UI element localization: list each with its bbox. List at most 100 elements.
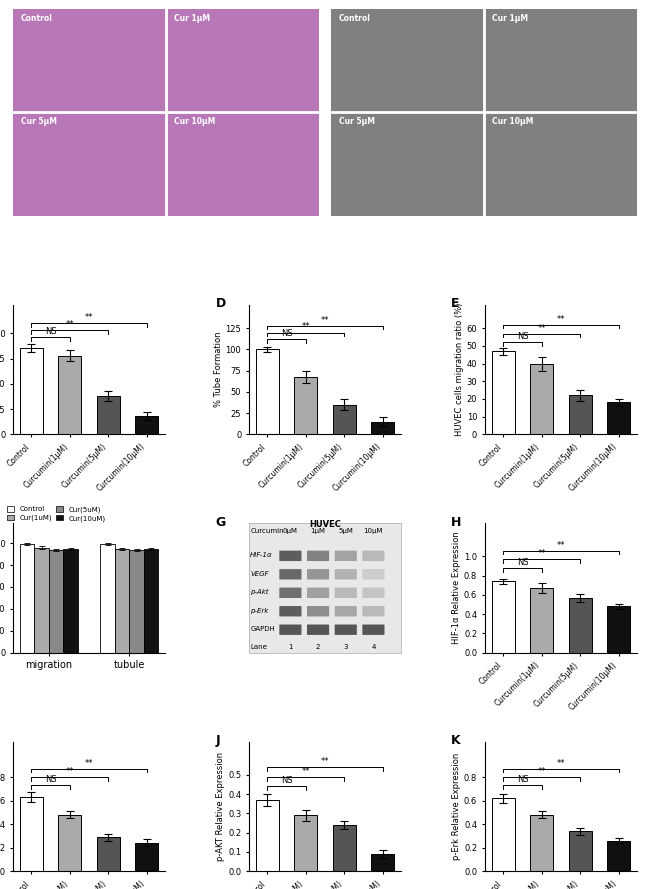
Text: **: ** bbox=[66, 767, 74, 776]
Text: K: K bbox=[451, 734, 461, 747]
Text: Control: Control bbox=[339, 14, 370, 23]
Text: p-Akt: p-Akt bbox=[250, 589, 269, 596]
FancyBboxPatch shape bbox=[335, 569, 357, 580]
Text: Lane: Lane bbox=[250, 644, 267, 650]
Bar bbox=[607, 841, 630, 871]
Text: 1μM: 1μM bbox=[311, 528, 326, 534]
Bar bbox=[97, 396, 120, 434]
Bar bbox=[97, 837, 120, 871]
Bar bbox=[63, 549, 78, 653]
FancyBboxPatch shape bbox=[335, 606, 357, 616]
Text: **: ** bbox=[556, 758, 565, 768]
Text: NS: NS bbox=[281, 776, 292, 785]
Bar bbox=[530, 814, 553, 871]
FancyBboxPatch shape bbox=[307, 588, 329, 598]
Text: **: ** bbox=[556, 315, 565, 324]
Text: G: G bbox=[215, 516, 226, 529]
FancyBboxPatch shape bbox=[362, 569, 385, 580]
Bar bbox=[333, 825, 356, 871]
Bar bbox=[491, 798, 515, 871]
Text: NS: NS bbox=[517, 558, 528, 567]
Bar bbox=[491, 581, 515, 653]
Text: Cur 5μM: Cur 5μM bbox=[339, 117, 375, 126]
FancyBboxPatch shape bbox=[335, 624, 357, 635]
Bar bbox=[530, 589, 553, 653]
Y-axis label: p-AKT Relative Expression: p-AKT Relative Expression bbox=[216, 752, 226, 861]
Bar bbox=[569, 396, 592, 434]
Bar bbox=[135, 416, 159, 434]
Text: 0μM: 0μM bbox=[283, 528, 298, 534]
Bar bbox=[607, 606, 630, 653]
Bar bbox=[100, 544, 115, 653]
FancyBboxPatch shape bbox=[335, 550, 357, 561]
Text: D: D bbox=[215, 297, 226, 310]
Text: Cur 1μM: Cur 1μM bbox=[491, 14, 528, 23]
Bar bbox=[491, 351, 515, 434]
Bar bbox=[34, 548, 49, 653]
FancyBboxPatch shape bbox=[280, 550, 302, 561]
Text: **: ** bbox=[66, 320, 74, 329]
Bar bbox=[294, 377, 317, 434]
Bar bbox=[371, 421, 394, 434]
Text: **: ** bbox=[85, 758, 94, 768]
Text: 10μM: 10μM bbox=[364, 528, 384, 534]
Bar bbox=[607, 403, 630, 434]
Y-axis label: HUVEC cells migration ratio (%): HUVEC cells migration ratio (%) bbox=[455, 303, 463, 436]
Bar bbox=[58, 814, 81, 871]
Bar bbox=[333, 404, 356, 434]
FancyBboxPatch shape bbox=[362, 624, 385, 635]
Bar bbox=[569, 831, 592, 871]
Text: NS: NS bbox=[517, 332, 528, 341]
Bar bbox=[256, 349, 279, 434]
Text: p-Erk: p-Erk bbox=[250, 608, 268, 613]
FancyBboxPatch shape bbox=[307, 624, 329, 635]
FancyBboxPatch shape bbox=[280, 606, 302, 616]
Text: **: ** bbox=[302, 323, 310, 332]
Bar bbox=[49, 549, 63, 653]
Text: 3: 3 bbox=[343, 644, 348, 650]
Bar bbox=[115, 549, 129, 653]
Bar bbox=[20, 348, 43, 434]
Bar bbox=[20, 797, 43, 871]
Legend: Control, Cur(1uM), Cur(5uM), Cur(10uM): Control, Cur(1uM), Cur(5uM), Cur(10uM) bbox=[5, 504, 108, 525]
Bar bbox=[129, 549, 144, 653]
Text: **: ** bbox=[538, 767, 546, 776]
Bar bbox=[569, 597, 592, 653]
Text: NS: NS bbox=[517, 775, 528, 784]
Text: **: ** bbox=[556, 541, 565, 549]
Text: **: ** bbox=[538, 549, 546, 558]
Text: **: ** bbox=[538, 324, 546, 332]
Bar bbox=[256, 800, 279, 871]
Text: Cur 10μM: Cur 10μM bbox=[491, 117, 533, 126]
Text: E: E bbox=[451, 297, 460, 310]
Text: Cur 10μM: Cur 10μM bbox=[174, 117, 215, 126]
Text: **: ** bbox=[85, 313, 94, 322]
Text: 1: 1 bbox=[288, 644, 292, 650]
Bar bbox=[530, 364, 553, 434]
Text: **: ** bbox=[320, 316, 330, 324]
Bar bbox=[58, 356, 81, 434]
FancyBboxPatch shape bbox=[362, 550, 385, 561]
Text: NS: NS bbox=[281, 329, 292, 338]
Text: Control: Control bbox=[21, 14, 53, 23]
Y-axis label: % Tube Formation: % Tube Formation bbox=[214, 332, 223, 407]
Text: NS: NS bbox=[45, 775, 57, 784]
Text: 2: 2 bbox=[316, 644, 320, 650]
FancyBboxPatch shape bbox=[362, 606, 385, 616]
FancyBboxPatch shape bbox=[280, 588, 302, 598]
FancyBboxPatch shape bbox=[307, 606, 329, 616]
FancyBboxPatch shape bbox=[307, 550, 329, 561]
Text: 4: 4 bbox=[371, 644, 376, 650]
Text: 5μM: 5μM bbox=[338, 528, 353, 534]
Text: Curcumin: Curcumin bbox=[250, 528, 284, 534]
FancyBboxPatch shape bbox=[362, 588, 385, 598]
Text: GAPDH: GAPDH bbox=[250, 626, 275, 632]
Y-axis label: HIF-1α Relative Expression: HIF-1α Relative Expression bbox=[452, 532, 461, 645]
Bar bbox=[371, 853, 394, 871]
Y-axis label: p-Erk Relative Expression: p-Erk Relative Expression bbox=[452, 753, 461, 861]
FancyBboxPatch shape bbox=[280, 569, 302, 580]
FancyBboxPatch shape bbox=[280, 624, 302, 635]
FancyBboxPatch shape bbox=[335, 588, 357, 598]
Text: VEGF: VEGF bbox=[250, 571, 269, 577]
Text: HIF-1α: HIF-1α bbox=[250, 552, 273, 558]
